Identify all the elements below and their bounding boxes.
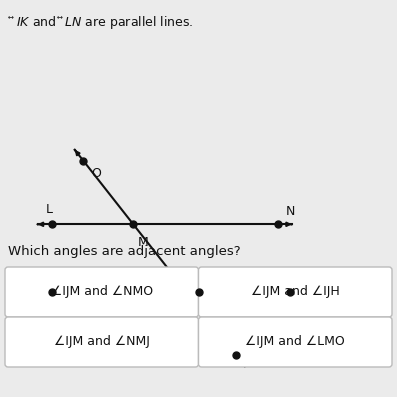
Text: M: M <box>138 236 149 249</box>
FancyBboxPatch shape <box>5 267 198 317</box>
Text: Which angles are adjacent angles?: Which angles are adjacent angles? <box>8 245 241 258</box>
FancyBboxPatch shape <box>198 267 392 317</box>
Text: K: K <box>298 273 306 286</box>
FancyBboxPatch shape <box>5 317 198 367</box>
Text: ∠IJM and ∠IJH: ∠IJM and ∠IJH <box>251 285 339 299</box>
Text: O: O <box>91 167 101 180</box>
Text: N: N <box>286 205 295 218</box>
Text: I: I <box>48 271 52 284</box>
Text: ∠IJM and ∠LMO: ∠IJM and ∠LMO <box>245 335 345 349</box>
Text: ∠IJM and ∠NMO: ∠IJM and ∠NMO <box>51 285 153 299</box>
Text: ∠IJM and ∠NMJ: ∠IJM and ∠NMJ <box>54 335 150 349</box>
Text: J: J <box>187 271 190 284</box>
Text: H: H <box>244 338 254 351</box>
Text: L: L <box>46 203 53 216</box>
Text: $\overleftrightarrow{IK}$ and $\overleftrightarrow{LN}$ are parallel lines.: $\overleftrightarrow{IK}$ and $\overleft… <box>8 14 193 31</box>
FancyBboxPatch shape <box>198 317 392 367</box>
